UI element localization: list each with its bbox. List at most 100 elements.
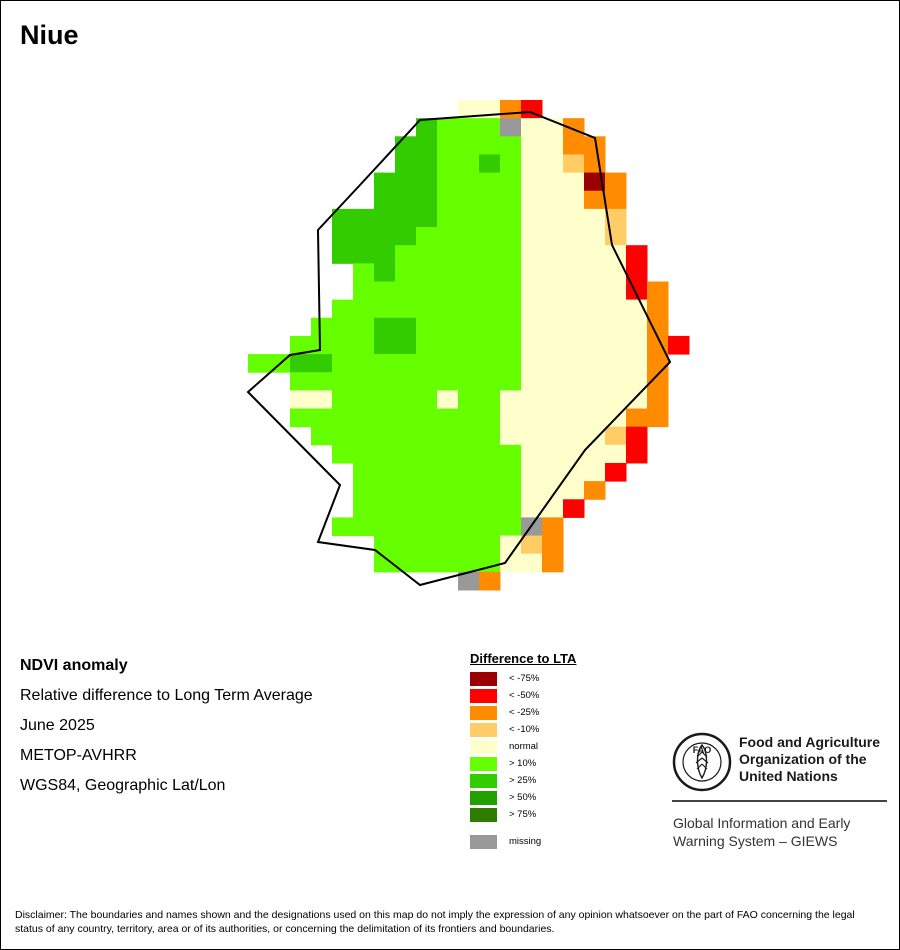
legend-item-missing: missing [470, 835, 600, 849]
ndvi-cell [500, 335, 522, 355]
ndvi-cell [605, 263, 627, 282]
ndvi-cell [479, 571, 501, 591]
ndvi-cell [479, 263, 501, 282]
ndvi-cell [458, 245, 480, 264]
ndvi-cell [521, 408, 543, 428]
ndvi-cell [521, 499, 543, 518]
ndvi-cell [521, 154, 543, 174]
ndvi-cell [458, 263, 480, 282]
ndvi-cell [416, 390, 438, 410]
ndvi-cell [521, 118, 543, 137]
ndvi-cell [290, 390, 312, 410]
ndvi-cell [584, 390, 606, 410]
ndvi-cell [416, 118, 438, 137]
ndvi-cell [395, 299, 417, 319]
ndvi-cell [416, 245, 438, 264]
ndvi-cell [374, 227, 396, 246]
ndvi-cell [500, 136, 522, 155]
ndvi-cell [605, 208, 627, 228]
ndvi-cell [416, 535, 438, 555]
legend-label: normal [509, 741, 539, 752]
fao-divider [672, 800, 887, 802]
ndvi-cell [437, 426, 459, 446]
info-projection: WGS84, Geographic Lat/Lon [20, 777, 226, 794]
map-title: Niue [20, 20, 79, 50]
ndvi-cell [542, 299, 564, 319]
info-sensor: METOP-AVHRR [20, 747, 137, 764]
ndvi-cell [248, 354, 270, 373]
ndvi-cell [332, 408, 354, 428]
ndvi-cell [584, 136, 606, 155]
ndvi-cell [395, 517, 417, 537]
ndvi-cell [521, 172, 543, 192]
ndvi-cell [458, 136, 480, 155]
ndvi-cell [395, 190, 417, 210]
ndvi-cell [311, 426, 333, 446]
ndvi-cell [542, 245, 564, 264]
ndvi-cell [437, 136, 459, 155]
ndvi-cell [563, 335, 585, 355]
ndvi-cell [458, 426, 480, 446]
ndvi-cell [584, 190, 606, 210]
ndvi-cell [437, 245, 459, 264]
ndvi-cell [311, 354, 333, 373]
ndvi-cell [416, 499, 438, 518]
ndvi-cell [479, 535, 501, 555]
disclaimer: Disclaimer: The boundaries and names sho… [15, 909, 855, 935]
ndvi-cell [332, 426, 354, 446]
ndvi-cell [584, 335, 606, 355]
ndvi-cell [521, 208, 543, 228]
ndvi-cell [479, 299, 501, 319]
ndvi-cell [500, 154, 522, 174]
legend-label: < -25% [509, 707, 540, 718]
ndvi-cell [542, 462, 564, 482]
ndvi-cell [626, 281, 648, 301]
ndvi-cell [416, 299, 438, 319]
ndvi-cell [626, 444, 648, 464]
ndvi-cell [479, 154, 501, 174]
ndvi-cell [395, 281, 417, 301]
ndvi-cell [395, 227, 417, 246]
ndvi-cell [437, 118, 459, 137]
ndvi-cell [479, 444, 501, 464]
ndvi-cell [458, 535, 480, 555]
ndvi-cell [416, 481, 438, 500]
ndvi-cell [479, 172, 501, 192]
ndvi-cell [353, 208, 375, 228]
ndvi-cell [500, 100, 522, 119]
legend-swatch [470, 706, 497, 720]
ndvi-cell [353, 390, 375, 410]
ndvi-cell [353, 499, 375, 518]
ndvi-cell [542, 136, 564, 155]
ndvi-cell [458, 335, 480, 355]
fao-logo-text: FAO [693, 745, 712, 755]
ndvi-cell [500, 354, 522, 373]
info-description: Relative difference to Long Term Average [20, 687, 313, 704]
ndvi-cell [521, 263, 543, 282]
giews-name: Global Information and Early Warning Sys… [673, 814, 850, 850]
ndvi-cell [374, 535, 396, 555]
ndvi-cell [458, 190, 480, 210]
ndvi-cell [584, 154, 606, 174]
ndvi-cell [374, 426, 396, 446]
ndvi-cell [353, 317, 375, 337]
ndvi-cell [584, 245, 606, 264]
ndvi-cell [290, 335, 312, 355]
ndvi-cell [542, 426, 564, 446]
fao-name: Food and Agriculture Organization of the… [739, 734, 880, 785]
ndvi-cell [521, 426, 543, 446]
info-date: June 2025 [20, 717, 95, 734]
ndvi-cell [521, 462, 543, 482]
legend-swatch [470, 740, 497, 754]
ndvi-cell [416, 281, 438, 301]
ndvi-cell [395, 354, 417, 373]
ndvi-cell [395, 553, 417, 573]
ndvi-cell [584, 263, 606, 282]
ndvi-cell [332, 208, 354, 228]
ndvi-cell [332, 372, 354, 391]
ndvi-cell [458, 172, 480, 192]
ndvi-cell [437, 372, 459, 391]
ndvi-cell [479, 517, 501, 537]
ndvi-cell [353, 354, 375, 373]
ndvi-cell [584, 299, 606, 319]
